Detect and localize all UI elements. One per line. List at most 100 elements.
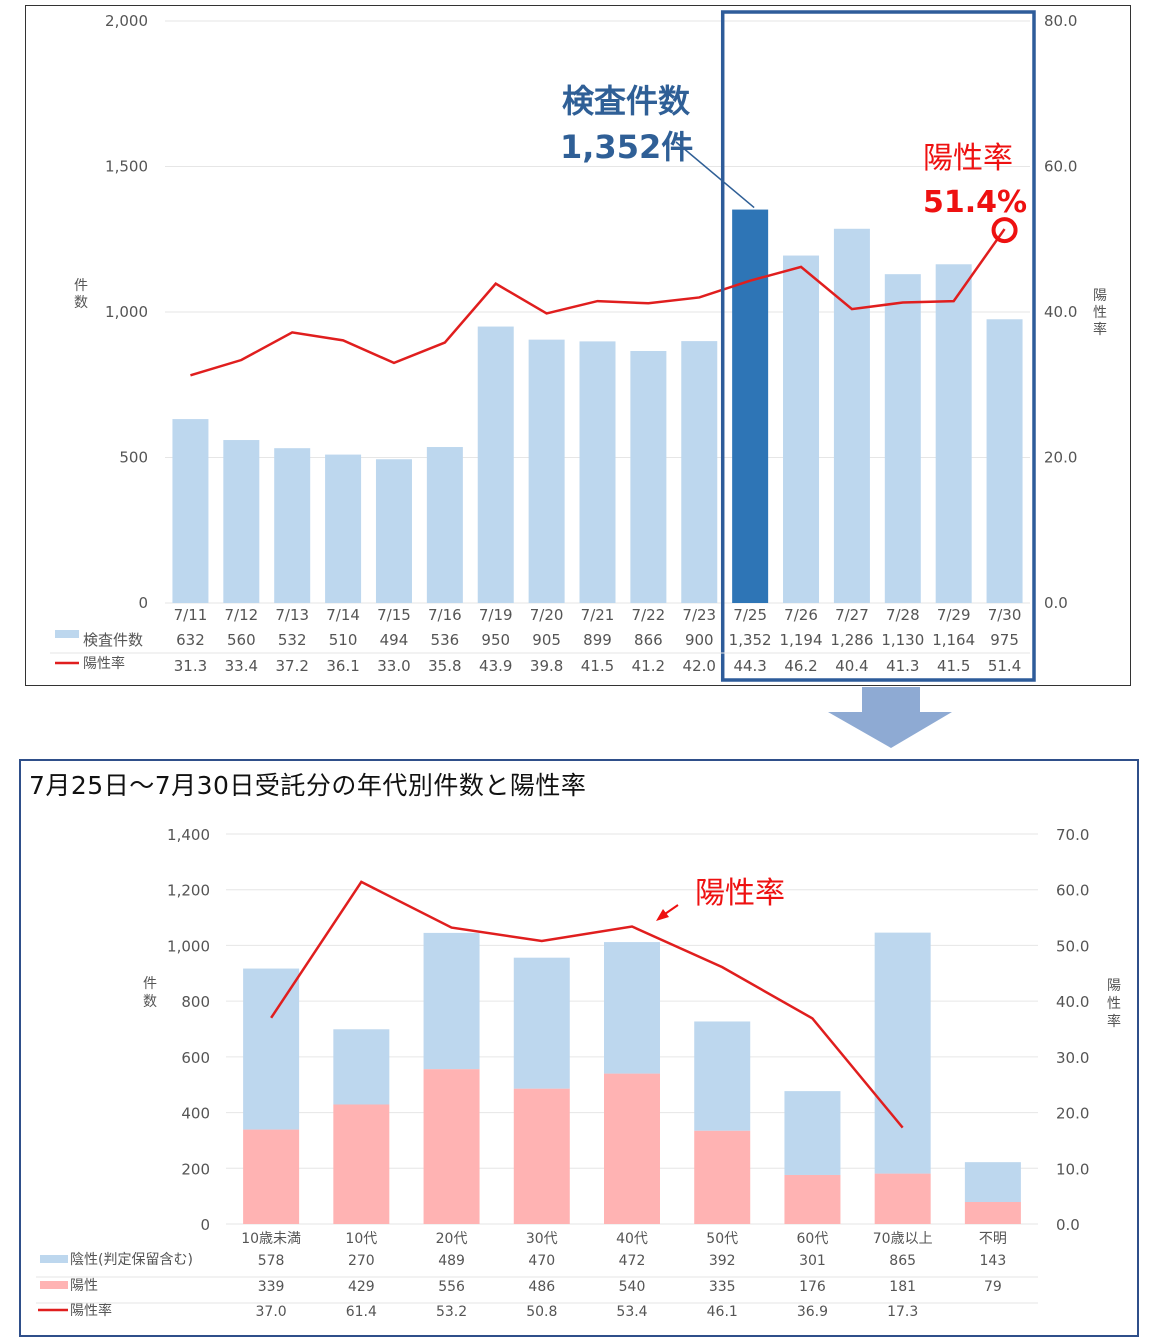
y-tick-label: 0 <box>138 594 148 612</box>
chart-panel-daily <box>25 5 1131 686</box>
table-cell-rate: 41.5 <box>581 657 614 675</box>
bar-negative <box>604 942 660 1074</box>
x-tick-label: 7/26 <box>784 606 818 624</box>
legend-swatch <box>40 1281 68 1289</box>
table-cell-tests: 1,286 <box>830 631 873 649</box>
table-cell-rate: 41.3 <box>886 657 919 675</box>
y-axis-label: 件数 <box>74 278 88 311</box>
bar <box>579 341 616 603</box>
legend-label-rate: 陽性率 <box>70 1302 112 1319</box>
table-cell: 865 <box>889 1253 916 1269</box>
table-cell-tests: 560 <box>227 631 256 649</box>
bar-negative <box>964 1162 1021 1202</box>
x-tick-label: 60代 <box>797 1231 829 1247</box>
x-tick-label: 7/27 <box>835 606 869 624</box>
legend-swatch-bar <box>55 630 79 638</box>
bar <box>426 447 463 603</box>
table-cell: 489 <box>438 1253 465 1269</box>
y2-axis-label: 陽性率 <box>1107 978 1121 1030</box>
y2-tick-label: 30.0 <box>1056 1049 1089 1067</box>
table-cell-rate: 41.2 <box>632 657 665 675</box>
x-tick-label: 7/22 <box>632 606 666 624</box>
legend-label-tests: 検査件数 <box>83 631 143 649</box>
table-cell: 181 <box>889 1279 916 1295</box>
table-cell: 79 <box>984 1279 1002 1295</box>
callout-tests-value: 1,352件 <box>560 128 693 166</box>
table-cell-rate: 42.0 <box>683 657 716 675</box>
bar-positive <box>694 1130 751 1224</box>
x-tick-label: 7/23 <box>682 606 716 624</box>
table-cell: 46.1 <box>707 1304 738 1320</box>
x-tick-label: 40代 <box>616 1231 648 1247</box>
bar-negative <box>423 932 480 1070</box>
table-cell: 37.0 <box>256 1304 287 1320</box>
y2-tick-label: 0.0 <box>1044 594 1068 612</box>
table-cell: 143 <box>980 1253 1007 1269</box>
table-cell: 392 <box>709 1253 736 1269</box>
y2-tick-label: 40.0 <box>1044 303 1077 321</box>
table-cell: 339 <box>258 1279 285 1295</box>
x-tick-label: 7/19 <box>479 606 513 624</box>
table-cell: 50.8 <box>526 1304 557 1320</box>
y2-tick-label: 50.0 <box>1056 937 1089 955</box>
x-tick-label: 70歳以上 <box>873 1231 933 1247</box>
y-tick-label: 500 <box>119 449 148 467</box>
x-tick-label: 10歳未満 <box>241 1231 301 1247</box>
callout-arrow-head <box>656 909 669 921</box>
table-cell: 472 <box>619 1253 646 1269</box>
table-cell-rate: 51.4 <box>988 657 1021 675</box>
table-cell: 301 <box>799 1253 826 1269</box>
bar-negative <box>874 932 931 1174</box>
table-cell-tests: 632 <box>176 631 205 649</box>
y2-tick-label: 40.0 <box>1056 993 1089 1011</box>
y2-tick-label: 10.0 <box>1056 1160 1089 1178</box>
callout-rate-title: 陽性率 <box>923 141 1013 176</box>
table-cell-rate: 46.2 <box>784 657 817 675</box>
bar-negative <box>513 957 570 1089</box>
table-cell-rate: 43.9 <box>479 657 512 675</box>
table-cell: 335 <box>709 1279 736 1295</box>
y-tick-label: 0 <box>200 1216 210 1234</box>
y2-tick-label: 0.0 <box>1056 1216 1080 1234</box>
x-tick-label: 7/16 <box>428 606 462 624</box>
bar <box>884 274 921 603</box>
table-cell: 540 <box>619 1279 646 1295</box>
callout-tests-leader <box>675 141 755 209</box>
table-cell-tests: 494 <box>380 631 409 649</box>
x-tick-label: 7/29 <box>937 606 971 624</box>
legend-label-negative: 陰性(判定保留含む) <box>70 1252 193 1268</box>
table-cell-tests: 1,194 <box>780 631 823 649</box>
table-cell-rate: 33.0 <box>377 657 410 675</box>
table-cell-rate: 44.3 <box>733 657 766 675</box>
bar-positive <box>874 1173 931 1224</box>
x-tick-label: 7/20 <box>530 606 564 624</box>
y-tick-label: 200 <box>181 1160 210 1178</box>
y-tick-label: 1,200 <box>167 882 210 900</box>
table-cell-rate: 31.3 <box>174 657 207 675</box>
table-cell-rate: 33.4 <box>225 657 258 675</box>
legend-swatch <box>40 1255 68 1263</box>
y2-tick-label: 20.0 <box>1056 1105 1089 1123</box>
table-cell-tests: 1,352 <box>729 631 772 649</box>
bar <box>630 350 667 603</box>
table-cell-tests: 510 <box>329 631 358 649</box>
highlight-box <box>720 10 1036 682</box>
bar <box>172 419 209 603</box>
rate-line <box>190 228 1006 377</box>
bar <box>732 209 769 603</box>
bar <box>477 326 514 603</box>
y-tick-label: 400 <box>181 1105 210 1123</box>
y-axis-label: 件数 <box>143 976 157 1010</box>
table-cell-rate: 36.1 <box>326 657 359 675</box>
bar <box>986 319 1023 603</box>
x-tick-label: 7/14 <box>326 606 360 624</box>
bar-positive <box>784 1174 841 1224</box>
y-tick-label: 2,000 <box>105 12 148 30</box>
y2-axis-label: 陽性率 <box>1093 288 1107 338</box>
table-cell-rate: 39.8 <box>530 657 563 675</box>
bar-positive <box>513 1088 570 1224</box>
bar-positive <box>423 1069 480 1224</box>
callout-rate-marker <box>991 217 1018 244</box>
y2-tick-label: 60.0 <box>1056 882 1089 900</box>
x-tick-label: 7/13 <box>275 606 309 624</box>
